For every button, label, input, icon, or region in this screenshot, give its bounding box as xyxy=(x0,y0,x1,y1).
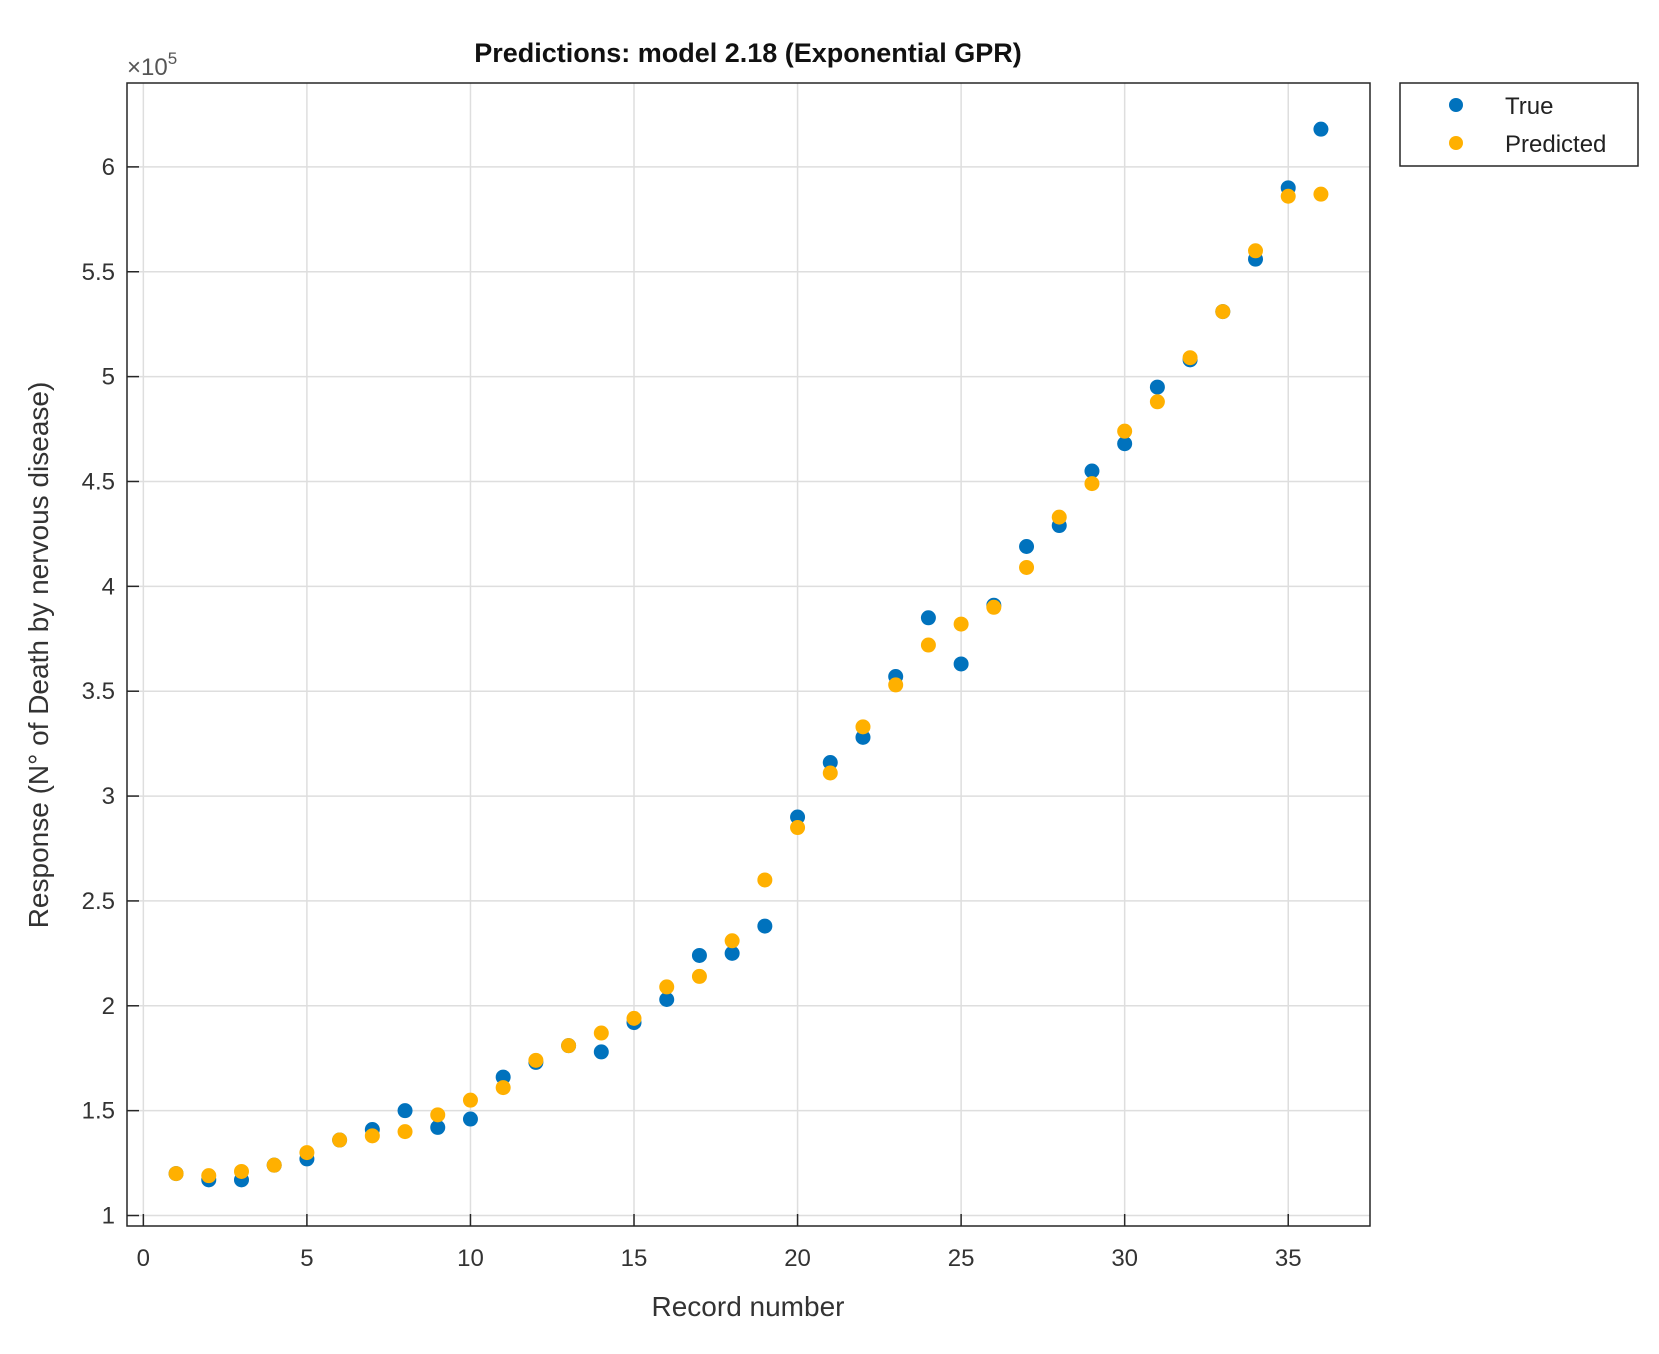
point-predicted xyxy=(757,872,773,888)
y-tick-label: 4 xyxy=(102,573,115,600)
point-predicted xyxy=(659,979,675,995)
point-predicted xyxy=(1117,423,1133,439)
grid xyxy=(127,83,1370,1226)
y-tick-label: 2 xyxy=(102,993,115,1020)
legend-label-true: True xyxy=(1505,93,1553,120)
exponent-power: 5 xyxy=(168,49,177,68)
point-predicted xyxy=(1313,186,1329,202)
point-true xyxy=(430,1119,446,1135)
point-predicted xyxy=(266,1157,282,1173)
x-tick-label: 30 xyxy=(1111,1245,1138,1272)
point-predicted xyxy=(1280,188,1296,204)
point-true xyxy=(790,809,806,825)
point-predicted xyxy=(299,1145,315,1161)
point-predicted xyxy=(986,599,1002,615)
y-axis-label: Response (N° of Death by nervous disease… xyxy=(23,382,54,929)
y-tick-label: 1.5 xyxy=(82,1098,115,1125)
legend-label-predicted: Predicted xyxy=(1505,131,1606,158)
svg-text:×105: ×105 xyxy=(127,49,177,81)
y-tick-label: 5 xyxy=(102,364,115,391)
point-true xyxy=(593,1044,609,1060)
point-predicted xyxy=(920,637,936,653)
point-predicted xyxy=(332,1132,348,1148)
point-true xyxy=(1149,379,1165,395)
point-true xyxy=(1117,436,1133,452)
axes-box xyxy=(126,82,1371,1227)
x-tick-label: 0 xyxy=(137,1245,150,1272)
point-true xyxy=(691,947,707,963)
y-tick-label: 5.5 xyxy=(82,259,115,286)
point-predicted xyxy=(430,1107,446,1123)
point-predicted xyxy=(1084,476,1100,492)
x-axis-ticks: 0 5 10 15 20 25 30 35 xyxy=(137,1214,1302,1272)
point-predicted xyxy=(233,1163,249,1179)
x-tick-label: 15 xyxy=(621,1245,648,1272)
y-tick-label: 3.5 xyxy=(82,678,115,705)
point-predicted xyxy=(790,820,806,836)
x-tick-label: 10 xyxy=(457,1245,484,1272)
point-predicted xyxy=(1019,559,1035,575)
y-tick-label: 1 xyxy=(102,1203,115,1230)
y-tick-label: 4.5 xyxy=(82,468,115,495)
point-true xyxy=(462,1111,478,1127)
y-tick-label: 3 xyxy=(102,783,115,810)
point-predicted xyxy=(724,933,740,949)
y-axis-exponent-label: ×105 xyxy=(127,49,177,81)
legend-marker-true xyxy=(1449,98,1463,112)
point-predicted xyxy=(691,968,707,984)
y-tick-label: 6 xyxy=(102,154,115,181)
point-predicted xyxy=(822,765,838,781)
point-predicted xyxy=(1215,304,1231,320)
point-predicted xyxy=(201,1168,217,1184)
x-tick-label: 25 xyxy=(948,1245,975,1272)
y-tick-label: 2.5 xyxy=(82,888,115,915)
data-points xyxy=(168,121,1329,1188)
point-predicted xyxy=(855,719,871,735)
legend[interactable]: True Predicted xyxy=(1399,82,1639,167)
point-true xyxy=(724,945,740,961)
point-predicted xyxy=(397,1124,413,1140)
point-predicted xyxy=(528,1052,544,1068)
point-predicted xyxy=(1051,509,1067,525)
point-predicted xyxy=(462,1092,478,1108)
point-predicted xyxy=(1149,394,1165,410)
chart-title: Predictions: model 2.18 (Exponential GPR… xyxy=(474,38,1022,68)
point-true xyxy=(953,656,969,672)
point-predicted xyxy=(495,1080,511,1096)
point-predicted xyxy=(168,1166,184,1182)
point-predicted xyxy=(364,1128,380,1144)
series-predicted xyxy=(168,186,1329,1184)
x-axis-label: Record number xyxy=(652,1291,845,1322)
point-predicted xyxy=(888,677,904,693)
legend-marker-predicted xyxy=(1449,136,1463,150)
point-true xyxy=(855,729,871,745)
point-true xyxy=(1084,463,1100,479)
point-predicted xyxy=(1182,350,1198,366)
point-true xyxy=(1019,538,1035,554)
exponent-base: ×10 xyxy=(127,54,168,81)
point-true xyxy=(822,755,838,771)
point-true xyxy=(659,991,675,1007)
point-true xyxy=(757,918,773,934)
point-predicted xyxy=(626,1010,642,1026)
point-true xyxy=(920,610,936,626)
point-predicted xyxy=(953,616,969,632)
point-predicted xyxy=(561,1038,577,1054)
legend-box xyxy=(1399,82,1639,167)
y-axis-ticks: 1 1.5 2 2.5 3 3.5 4 4.5 5 5.5 6 xyxy=(82,154,139,1230)
point-true xyxy=(397,1103,413,1119)
point-predicted xyxy=(593,1025,609,1041)
x-tick-label: 5 xyxy=(300,1245,313,1272)
x-tick-label: 20 xyxy=(784,1245,811,1272)
x-tick-label: 35 xyxy=(1275,1245,1302,1272)
point-predicted xyxy=(1248,243,1264,259)
point-true xyxy=(495,1069,511,1085)
point-true xyxy=(1313,121,1329,137)
